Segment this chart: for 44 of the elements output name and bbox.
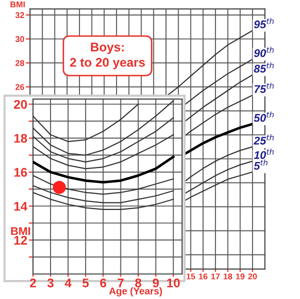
x-tick-label: 17 — [211, 274, 220, 280]
y-tick-label: 26 — [15, 84, 24, 90]
x-tick-label: 2 — [30, 278, 36, 288]
y-tick-label: 16 — [14, 168, 27, 177]
line-series — [33, 134, 174, 170]
x-tick-label: 7 — [118, 278, 124, 288]
x-tick-label: 19 — [236, 273, 244, 280]
y-axis-title: BMI — [11, 227, 30, 235]
line-series — [33, 104, 139, 142]
line-series — [33, 156, 175, 184]
y-tick-label: 12 — [14, 236, 27, 245]
y-tick-label: 32 — [15, 12, 24, 18]
line-series — [33, 117, 174, 162]
x-tick-label: 4 — [64, 278, 72, 288]
text: Boys: 2 to 20 years — [70, 42, 145, 70]
x-tick-label: 3 — [47, 278, 54, 288]
series-label: 10$^{th}$ — [254, 148, 274, 159]
line-series — [33, 174, 174, 195]
x-tick-label: 15 — [186, 274, 196, 280]
y-axis-title: BMI — [10, 2, 25, 8]
line-series — [33, 100, 174, 156]
series-label: 90$^{th}$ — [254, 46, 274, 58]
x-axis-title: Age (Years) — [109, 287, 162, 296]
x-tick-label: 18 — [224, 273, 232, 280]
series-label: 25$^{th}$ — [254, 134, 274, 145]
y-tick-label: 20 — [14, 100, 27, 109]
line-series — [33, 192, 174, 210]
y-tick-label: 18 — [14, 134, 28, 143]
y-tick-label: 30 — [15, 36, 24, 42]
x-tick-label: 9 — [152, 278, 159, 288]
x-tick-label: 5 — [82, 278, 89, 288]
series-label: 75$^{th}$ — [254, 82, 274, 94]
series-label: 5$^{th}$ — [254, 159, 268, 170]
line-series — [33, 185, 174, 204]
series-label: 50$^{th}$ — [254, 112, 274, 122]
series-label: 95$^{th}$ — [254, 18, 274, 28]
series-label: 85$^{th}$ — [254, 62, 274, 73]
x-tick-label: 20 — [248, 273, 257, 280]
x-tick-label: 6 — [100, 278, 106, 288]
y-tick-label: 14 — [14, 202, 28, 211]
y-tick-label: 28 — [15, 60, 24, 66]
x-tick-label: 8 — [135, 278, 142, 288]
x-tick-label: 10 — [167, 278, 180, 288]
x-tick-label: 16 — [198, 273, 208, 280]
